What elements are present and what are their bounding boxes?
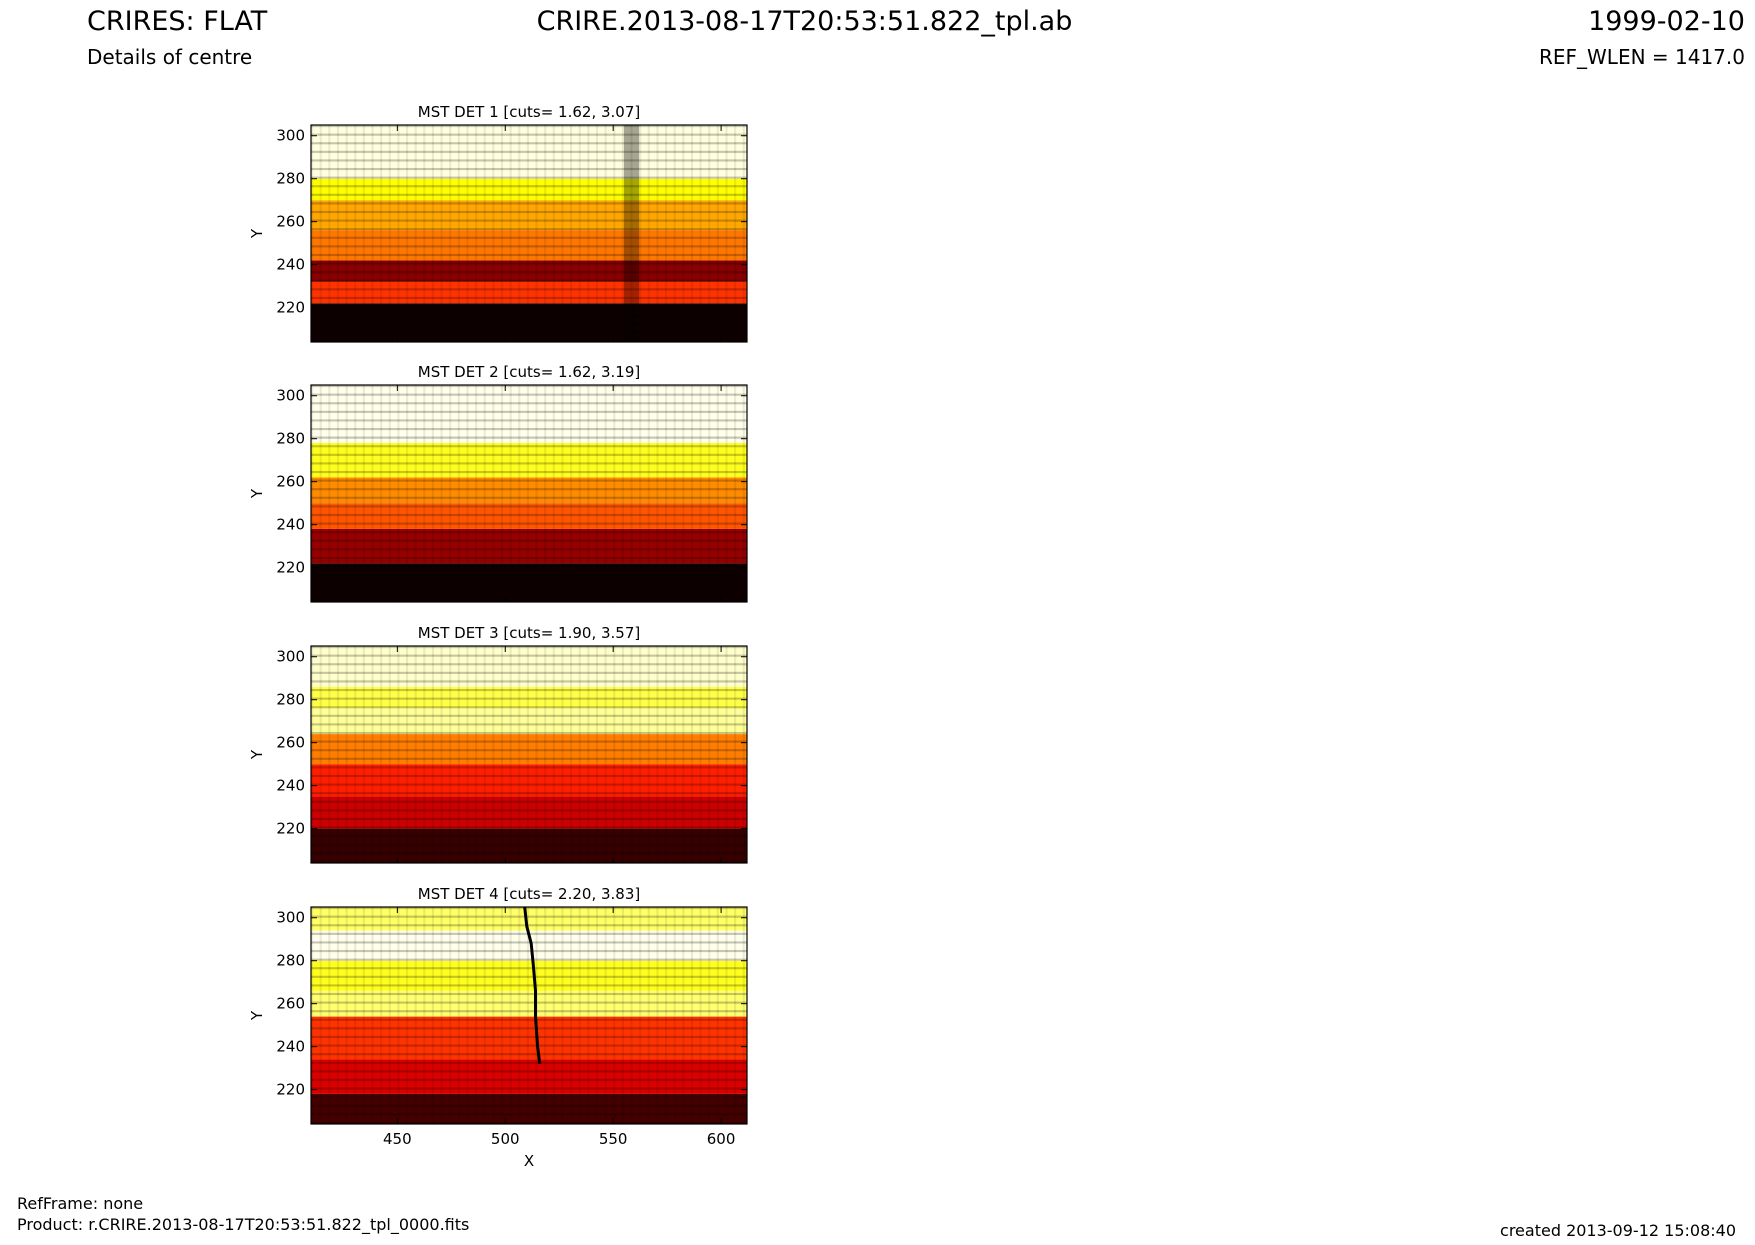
y-tick-label: 300 [276,387,305,405]
intensity-band [311,528,747,564]
panel-2: MST DET 2 [cuts= 1.62, 3.19] 220 240 260 280… [248,363,748,603]
y-tick-label: 300 [276,909,305,927]
intensity-band [311,686,747,709]
intensity-band [311,646,747,687]
file-title-container: CRIRE.2013-08-17T20:53:51.822_tpl.ab [0,6,1073,37]
panel-4: MST DET 4 [cuts= 2.20, 3.83] 220 240 260 280… [248,885,748,1170]
row-striping [311,907,747,1124]
footer-created: created 2013-09-12 15:08:40 [1500,1221,1736,1240]
y-tick-label: 280 [276,691,305,709]
intensity-band [311,828,747,863]
panel-3: MST DET 3 [cuts= 1.90, 3.57] 220 240 260 280… [248,624,748,864]
y-axis-label: Y [248,1010,266,1021]
intensity-band [311,708,747,735]
intensity-band [311,260,747,282]
dark-column [623,125,640,342]
y-axis-label: Y [248,749,266,760]
y-tick-label: 220 [276,1081,305,1099]
intensity-band [311,503,747,529]
ref-wlen-label: REF_WLEN = 1417.0 [1538,45,1745,69]
panel-title: MST DET 3 [cuts= 1.90, 3.57] [418,624,641,642]
heatmap-image [311,646,747,863]
y-tick-label: 240 [276,516,305,534]
x-tick-label: 550 [599,1130,628,1148]
intensity-band [311,764,747,797]
date-label: 1999-02-10 [1588,6,1745,37]
y-tick-label: 300 [276,648,305,666]
y-tick-label: 240 [276,777,305,795]
y-tick-label: 260 [276,995,305,1013]
intensity-band [311,734,747,765]
intensity-band [311,125,747,179]
heatmap-image [311,907,747,1124]
x-tick-label: 500 [491,1130,520,1148]
x-axis-label: X [524,1152,534,1170]
column-striping [311,646,745,863]
intensity-band [311,385,747,444]
y-tick-label: 220 [276,299,305,317]
column-striping [311,907,745,1124]
intensity-band [311,443,747,478]
intensity-band [311,796,747,829]
page-title: CRIRES: FLAT [87,6,268,37]
panel-title: MST DET 1 [cuts= 1.62, 3.07] [418,103,641,121]
plot-frame [310,645,748,864]
intensity-band [311,303,747,342]
intensity-band [311,563,747,602]
intensity-band [311,200,747,231]
x-tick-label: 450 [383,1130,412,1148]
column-striping [311,385,745,602]
panel-title: MST DET 2 [cuts= 1.62, 3.19] [418,363,641,381]
y-tick-label: 260 [276,734,305,752]
y-axis-label: Y [248,228,266,239]
intensity-band [311,960,747,991]
footer-refframe: RefFrame: none [17,1194,144,1213]
y-tick-label: 280 [276,170,305,188]
y-tick-label: 300 [276,127,305,145]
intensity-band [311,1016,747,1060]
intensity-band [311,1093,747,1124]
row-striping [311,646,747,863]
trace-line [523,907,542,1064]
row-striping [311,125,747,342]
intensity-band [311,1059,747,1094]
plot-frame [310,906,748,1125]
y-tick-label: 280 [276,952,305,970]
y-tick-label: 260 [276,213,305,231]
footer-product: Product: r.CRIRE.2013-08-17T20:53:51.822… [17,1215,470,1234]
intensity-band [311,990,747,1017]
x-tick-label: 600 [707,1130,736,1148]
y-tick-label: 220 [276,820,305,838]
panel-title: MST DET 4 [cuts= 2.20, 3.83] [418,885,641,903]
file-title: CRIRE.2013-08-17T20:53:51.822_tpl.ab [536,6,1073,37]
row-striping [311,385,747,602]
y-tick-label: 280 [276,430,305,448]
intensity-band [311,907,747,931]
intensity-band [311,178,747,201]
page-subtitle: Details of centre [87,45,253,69]
intensity-band [311,230,747,261]
intensity-band [311,477,747,504]
y-axis-label: Y [248,488,266,499]
y-tick-label: 260 [276,473,305,491]
plot-frame [310,384,748,603]
heatmap-image [311,385,747,602]
y-tick-label: 240 [276,1038,305,1056]
y-tick-label: 240 [276,256,305,274]
panel-1: MST DET 1 [cuts= 1.62, 3.07] 220 240 260 280… [248,103,748,343]
heatmap-image [311,125,747,342]
plot-frame [310,124,748,343]
intensity-band [311,281,747,304]
y-tick-label: 220 [276,559,305,577]
column-striping [311,125,745,342]
